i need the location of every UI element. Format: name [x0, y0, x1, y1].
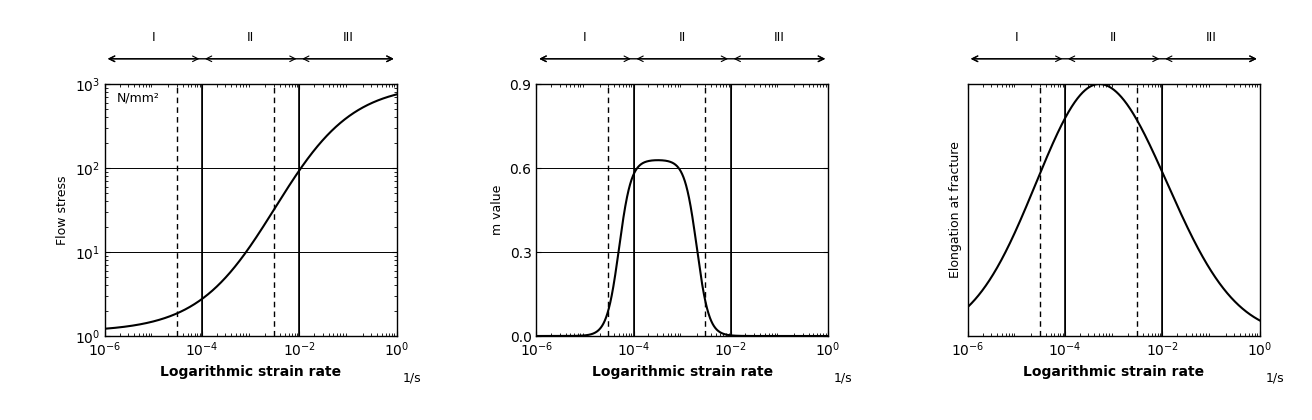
- Text: II: II: [678, 31, 686, 44]
- Text: III: III: [774, 31, 785, 44]
- Y-axis label: Flow stress: Flow stress: [56, 175, 70, 245]
- Text: III: III: [1206, 31, 1216, 44]
- Text: 1/s: 1/s: [403, 371, 421, 384]
- Text: II: II: [1110, 31, 1118, 44]
- Y-axis label: Elongation at fracture: Elongation at fracture: [950, 142, 963, 278]
- Text: I: I: [584, 31, 586, 44]
- Y-axis label: m value: m value: [491, 185, 504, 235]
- X-axis label: Logarithmic strain rate: Logarithmic strain rate: [160, 365, 341, 379]
- X-axis label: Logarithmic strain rate: Logarithmic strain rate: [1023, 365, 1204, 379]
- Text: N/mm²: N/mm²: [117, 92, 160, 105]
- Text: III: III: [342, 31, 353, 44]
- Text: I: I: [1014, 31, 1018, 44]
- Text: I: I: [152, 31, 155, 44]
- Text: 1/s: 1/s: [834, 371, 853, 384]
- Text: 1/s: 1/s: [1265, 371, 1284, 384]
- Text: II: II: [247, 31, 255, 44]
- X-axis label: Logarithmic strain rate: Logarithmic strain rate: [592, 365, 773, 379]
